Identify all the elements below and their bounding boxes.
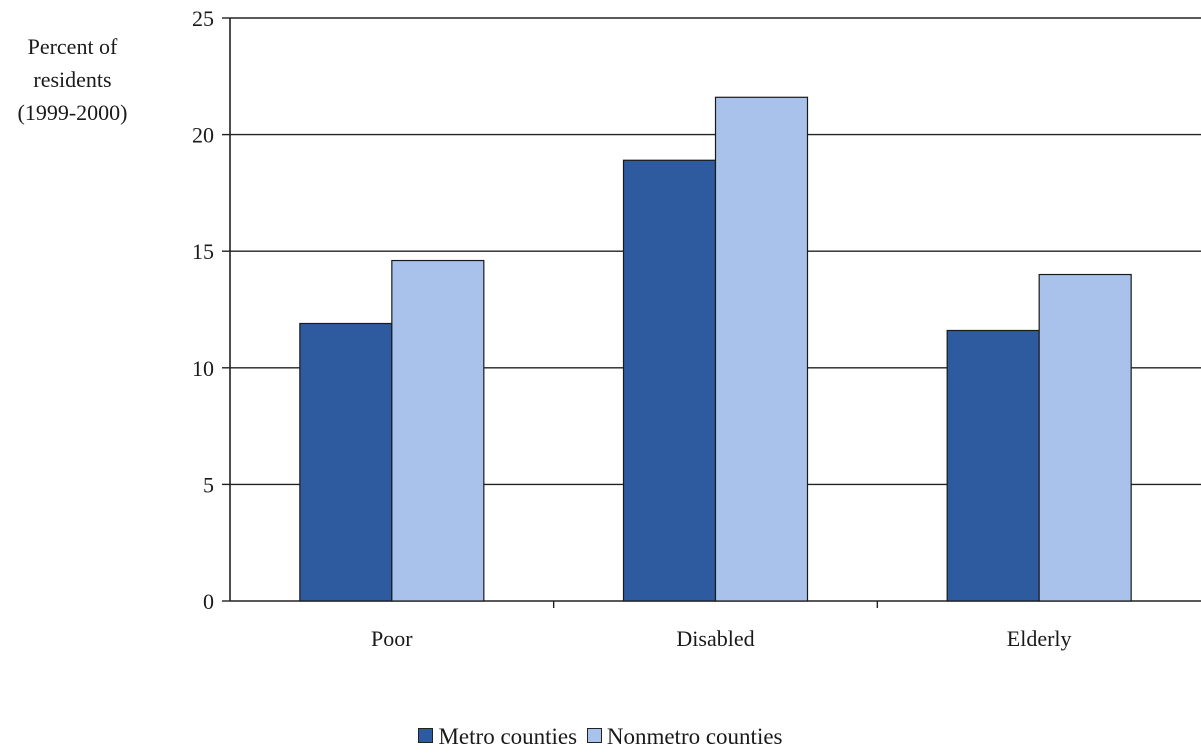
legend-item-metro: Metro counties (418, 724, 577, 750)
x-tick-label-disabled: Disabled (676, 626, 754, 651)
legend-swatch-metro (418, 728, 434, 743)
y-axis-label-line-3: (1999-2000) (17, 100, 128, 125)
y-tick-label-20: 20 (192, 123, 214, 148)
bar-elderly-nonmetro (1038, 273, 1132, 602)
legend: Metro counties Nonmetro counties (0, 724, 1201, 750)
y-tick-label-5: 5 (203, 472, 214, 497)
y-tick-label-15: 15 (192, 239, 214, 264)
y-tick-label-25: 25 (192, 6, 214, 31)
bar-elderly-metro (946, 329, 1040, 602)
legend-item-nonmetro: Nonmetro counties (586, 724, 783, 750)
bar-poor-nonmetro (391, 259, 485, 602)
y-axis-label: Percent of residents (1999-2000) (0, 30, 145, 129)
y-tick-label-10: 10 (192, 356, 214, 381)
y-axis-label-line-1: Percent of (27, 34, 118, 59)
bar-disabled-nonmetro (714, 96, 809, 602)
x-tick-label-poor: Poor (371, 626, 413, 651)
plot-area: 0 5 10 15 20 25 Poor Disabled Elderly (192, 6, 1201, 651)
bar-disabled-metro (622, 159, 717, 602)
legend-label-nonmetro: Nonmetro counties (606, 724, 783, 749)
legend-swatch-nonmetro (586, 728, 602, 743)
y-axis-label-line-2: residents (33, 67, 112, 92)
y-tick-label-0: 0 (203, 589, 214, 614)
x-tick-label-elderly: Elderly (1007, 626, 1072, 651)
legend-label-metro: Metro counties (438, 724, 578, 749)
bar-poor-metro (299, 322, 393, 602)
